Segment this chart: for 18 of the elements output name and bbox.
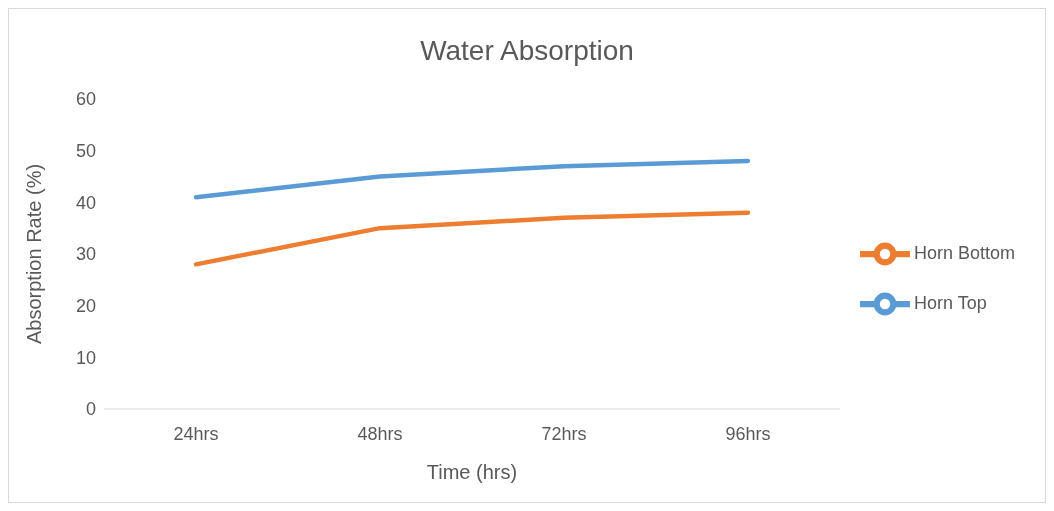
legend-label: Horn Top	[913, 292, 987, 313]
legend-label: Horn Bottom	[913, 242, 1015, 263]
chart-title: Water Absorption	[419, 35, 635, 67]
x-tick-label: 96hrs	[725, 423, 771, 444]
y-tick-label: 20	[75, 296, 96, 317]
x-axis-title: Time (hrs)	[426, 461, 518, 483]
y-tick-label: 10	[75, 347, 96, 368]
x-tick-label: 24hrs	[173, 423, 219, 444]
x-tick-label: 48hrs	[357, 423, 403, 444]
y-tick-label: 40	[75, 192, 96, 213]
line-series	[193, 158, 751, 200]
y-tick-label: 60	[75, 89, 96, 110]
line-series	[193, 210, 751, 267]
y-tick-label: 50	[75, 141, 96, 162]
x-tick-label: 72hrs	[541, 423, 587, 444]
y-axis-title: Absorption Rate (%)	[23, 163, 46, 344]
y-tick-label: 0	[85, 399, 96, 420]
y-tick-label: 30	[75, 244, 96, 265]
